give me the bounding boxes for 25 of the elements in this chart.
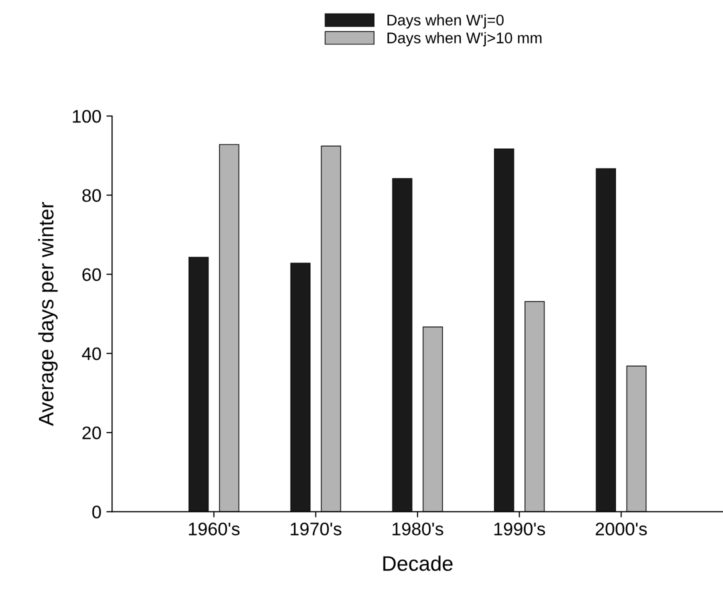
bar xyxy=(494,148,514,512)
legend-label: Days when W'j>10 mm xyxy=(388,32,542,46)
x-tick-label: 1990's xyxy=(494,522,546,536)
x-tick-label: 1960's xyxy=(188,522,240,536)
y-axis-title: Average days per winter xyxy=(38,202,58,426)
x-axis-title: Decade xyxy=(383,556,453,571)
x-tick-label: 1970's xyxy=(290,522,342,536)
y-tick-label: 20 xyxy=(82,426,101,440)
bar xyxy=(219,144,240,512)
legend-label: Days when W'j=0 xyxy=(388,14,504,29)
bar xyxy=(596,168,616,512)
y-tick-label: 100 xyxy=(72,110,101,123)
bar xyxy=(392,178,412,512)
y-tick-label: 80 xyxy=(82,189,101,202)
bar xyxy=(290,262,311,512)
y-tick-label: 60 xyxy=(82,268,101,282)
y-tick-label: 0 xyxy=(92,506,101,518)
bar xyxy=(422,326,443,512)
y-tick-label: 40 xyxy=(82,347,101,360)
bar xyxy=(320,146,342,512)
x-tick-label: 2000's xyxy=(596,522,647,536)
bar xyxy=(524,301,545,512)
x-tick-label: 1980's xyxy=(392,522,444,536)
bar xyxy=(626,366,647,512)
bar xyxy=(188,256,209,512)
